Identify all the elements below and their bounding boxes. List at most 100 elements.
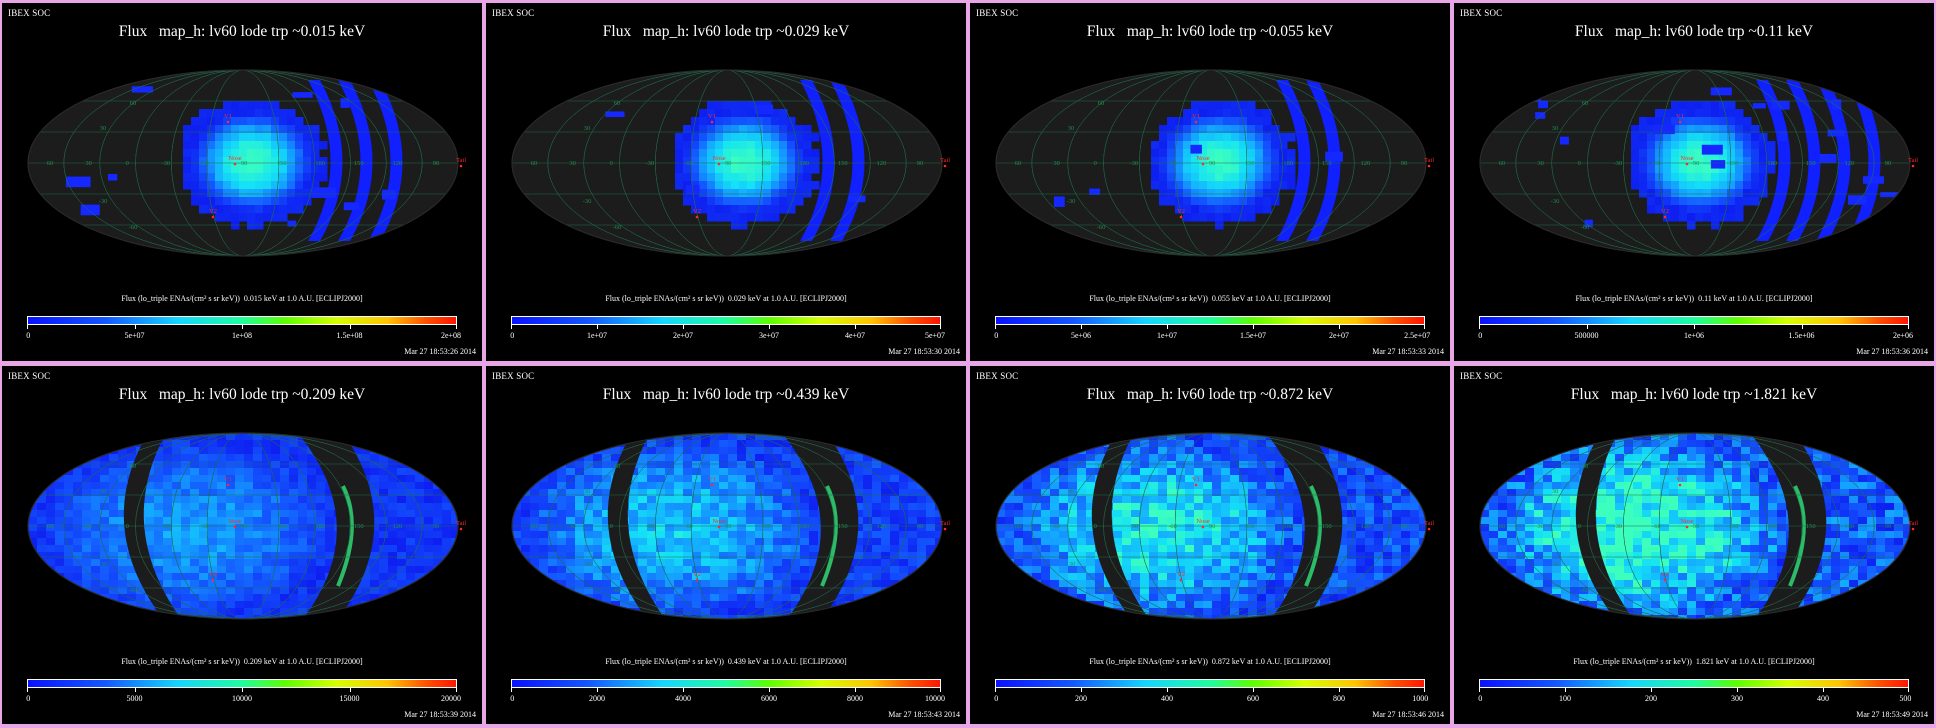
flux-pixel [239,173,248,182]
flux-pixel [253,545,263,553]
flux-pixel [1639,157,1648,166]
flux-pixel [163,517,173,525]
flux-pixel [271,189,280,198]
longitude-label: -30 [161,160,170,167]
marker-label: Nose [1196,155,1209,162]
flux-pixel [1014,538,1024,546]
flux-pixel [118,531,128,539]
flux-pixel [719,594,729,602]
colorbar-tick-label: 500000 [1574,331,1599,340]
flux-pixel [190,461,200,469]
flux-pixel [1185,524,1195,532]
flux-pixel [647,475,657,483]
marker-dot [717,162,721,166]
flux-pixel [593,615,603,619]
colorbar-tick [1801,325,1803,329]
flux-pixel [1005,482,1015,490]
flux-pixel [996,433,1006,441]
flux-pixel [691,165,700,174]
flux-pixel [890,482,900,490]
flux-pixel [1230,447,1240,455]
flux-pixel [1149,587,1159,595]
flux-pixel [675,149,684,158]
flux-pixel [73,440,83,448]
flux-pixel [37,440,47,448]
flux-pixel [361,461,371,469]
flux-pixel [935,608,942,616]
flux-pixel [64,524,74,532]
flux-pixel [1212,601,1222,609]
flux-pixel [379,489,389,497]
flux-pixel [872,615,882,619]
flux-pixel [1231,181,1240,190]
flux-pixel [1215,197,1224,206]
flux-pixel [1275,510,1285,518]
flux-pixel [1183,181,1192,190]
flux-pixel [665,482,675,490]
flux-pixel [764,468,774,476]
flux-pixel [287,125,296,134]
flux-pixel [1059,461,1069,469]
flux-pixel [1631,125,1640,134]
flux-pixel [854,517,864,525]
flux-pixel [566,489,576,497]
map-panel: IBEX SOC Flux map_h: lv60 lode trp ~0.872… [970,366,1450,724]
flux-pixel [782,503,792,511]
flux-pixel [1221,517,1231,525]
flux-pixel [1215,205,1224,214]
flux-pixel [926,601,936,609]
longitude-label: -30 [1129,160,1138,167]
flux-pixel [1247,213,1256,222]
flux-pixel [1175,165,1184,174]
flux-pixel [584,468,594,476]
flux-pixel [665,566,675,574]
flux-pixel [1041,566,1051,574]
flux-pixel [127,461,137,469]
flux-pixel [154,615,164,619]
flux-pixel [280,461,290,469]
flux-pixel [1239,517,1249,525]
flux-pixel [1751,189,1760,198]
colorbar-tick-label: 2e+06 [1892,331,1914,340]
flux-pixel [298,454,308,462]
flux-pixel [406,545,416,553]
flux-pixel [1068,524,1078,532]
flux-pixel [73,608,83,616]
flux-pixel [316,468,326,476]
flux-pixel [379,468,389,476]
flux-pixel [872,468,882,476]
marker-dot [695,215,699,219]
flux-pixel [253,524,263,532]
flux-pixel [872,608,882,616]
flux-pixel [406,475,416,483]
flux-pixel [82,559,92,567]
flux-pixel [253,440,263,448]
flux-pixel [863,433,873,441]
flux-pixel [244,573,254,581]
flux-pixel [1032,482,1042,490]
flux-pixel [1215,125,1224,134]
flux-patch [1701,144,1723,155]
flux-pixel [881,468,891,476]
flux-pixel [707,189,716,198]
flux-pixel [424,594,434,602]
flux-pixel [809,433,819,441]
flux-pixel [226,559,236,567]
flux-pixel [280,587,290,595]
flux-pixel [1223,189,1232,198]
flux-pixel [1639,141,1648,150]
flux-pixel [64,461,74,469]
flux-pixel [154,468,164,476]
flux-pixel [199,608,209,616]
flux-pixel [791,552,801,560]
flux-pixel [388,503,398,511]
flux-pixel [172,587,182,595]
flux-pixel [1727,213,1736,222]
flux-pixel [109,573,119,581]
flux-pixel [602,510,612,518]
flux-pixel [1167,165,1176,174]
flux-pixel [691,205,700,214]
flux-pixel [647,440,657,448]
flux-pixel [1005,503,1015,511]
flux-pixel [557,475,567,483]
